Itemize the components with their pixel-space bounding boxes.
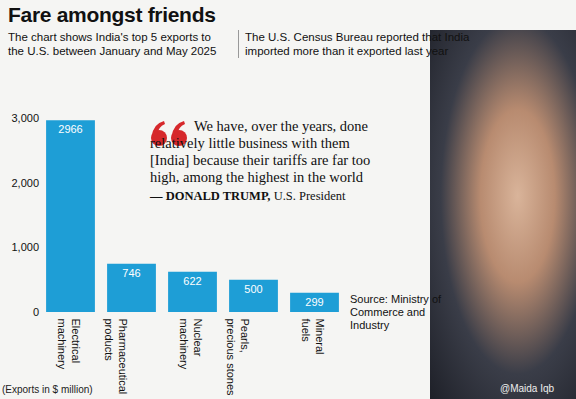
html-text:Source: Ministry of Commerce a: Source: Ministry of Commerce and Industr…: [350, 293, 442, 331]
svg-text:299: 299: [305, 296, 323, 308]
svg-text:0: 0: [33, 306, 39, 318]
svg-text:Electricalmachinery: Electricalmachinery: [56, 319, 82, 370]
svg-text:622: 622: [183, 275, 201, 287]
svg-text:1,000: 1,000: [11, 241, 39, 253]
html-text:The chart shows India's top 5: The chart shows India's top 5 exports to…: [8, 31, 217, 57]
svg-text:Nuclearmachinery: Nuclearmachinery: [178, 319, 204, 370]
html-text:We have, over the years, done: We have, over the years, done relatively…: [150, 118, 371, 185]
svg-text:Pharmaceuticalproducts: Pharmaceuticalproducts: [103, 319, 129, 395]
svg-text:2,000: 2,000: [11, 177, 39, 189]
svg-text:3,000: 3,000: [11, 112, 39, 124]
svg-text:Pearls,precious stones: Pearls,precious stones: [225, 319, 251, 397]
svg-text:Mineralfuels: Mineralfuels: [300, 319, 326, 355]
html-text:@Maida Iqb: @Maida Iqb: [500, 383, 555, 394]
svg-text:2966: 2966: [58, 123, 82, 135]
html-text:Fare amongst friends: Fare amongst friends: [8, 3, 216, 26]
svg-text:500: 500: [244, 283, 262, 295]
html-text:(Exports in $ million): (Exports in $ million): [2, 384, 93, 395]
html-text:— DONALD TRUMP, U.S. President: — DONALD TRUMP, U.S. President: [150, 189, 346, 203]
svg-text:746: 746: [122, 267, 140, 279]
html-text:The U.S. Census Bureau reporte: The U.S. Census Bureau reported that Ind…: [245, 31, 470, 57]
